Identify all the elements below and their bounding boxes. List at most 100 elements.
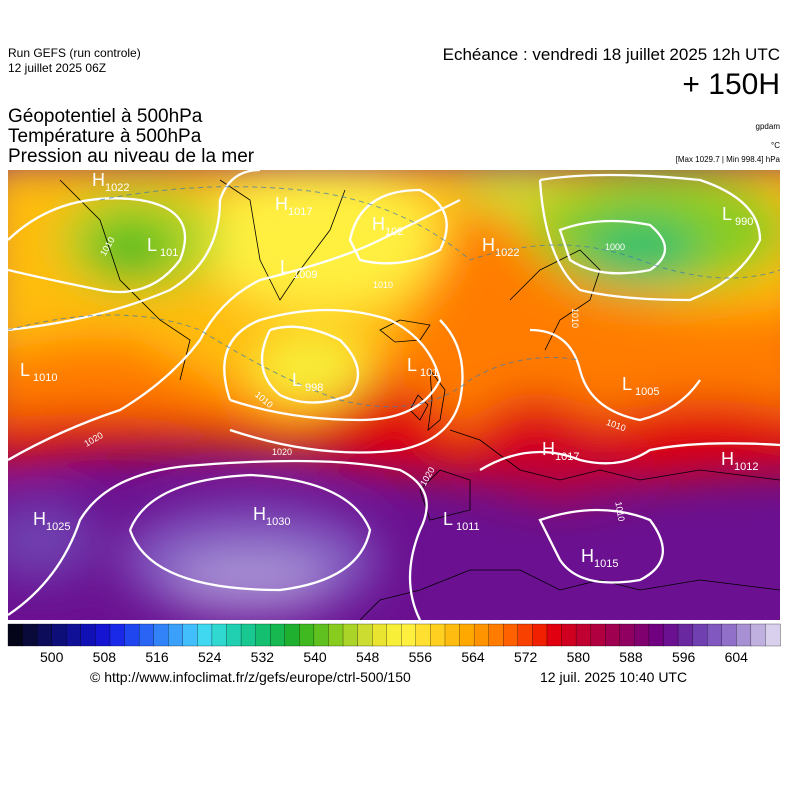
colorbar-swatch [197, 623, 213, 647]
colorbar-tick-label: 540 [303, 649, 327, 665]
pressure-center-type: L [407, 355, 417, 375]
pressure-center-type: L [443, 509, 453, 529]
coastlines [59, 179, 780, 620]
unit: [Max 1029.7 | Min 998.4] hPa [675, 155, 780, 164]
field [8, 170, 780, 620]
colorbar-swatch [634, 623, 650, 647]
pressure-center-value: 1010 [33, 372, 57, 384]
colorbar-swatch [124, 623, 140, 647]
colorbar-tick-label: 604 [725, 649, 749, 665]
pressure-center-value: 990 [735, 216, 753, 228]
colorbar-swatch [532, 623, 548, 647]
pressure-center-type: H [542, 439, 555, 459]
pressure-center-type: L [292, 370, 302, 390]
isobar-label: 1010 [373, 280, 393, 290]
colorbar-swatch [299, 623, 315, 647]
colorbar-swatch [503, 623, 519, 647]
pressure-center-type: H [92, 170, 105, 190]
pressure-center-value: 1012 [734, 461, 758, 473]
colorbar-tick-label: 516 [145, 649, 169, 665]
colorbar-swatch [342, 623, 359, 647]
colorbar-tick-label: 564 [461, 649, 485, 665]
pressure-center-type: L [147, 235, 157, 255]
colorbar-swatch [211, 623, 228, 647]
colorbar-tick-label: 500 [40, 649, 64, 665]
colorbar-tick-label: 580 [567, 649, 591, 665]
colorbar-swatch [648, 623, 665, 647]
colorbar-swatch [284, 623, 300, 647]
colorbar-swatch [605, 623, 621, 647]
colorbar-swatch [401, 623, 417, 647]
colorbar-swatch [255, 623, 271, 647]
pressure-center-value: 998 [305, 382, 323, 394]
isobar-label: 1010 [613, 501, 626, 522]
pressure-center-value: 101 [420, 367, 438, 379]
colorbar-tick-label: 572 [514, 649, 538, 665]
pressure-center-type: H [581, 546, 594, 566]
pressure-center-type: L [622, 374, 632, 394]
colorbar-swatch [663, 623, 679, 647]
colorbar-tick-label: 524 [198, 649, 222, 665]
colorbar-swatch [473, 623, 490, 647]
isobar-label: 1010 [570, 308, 580, 328]
colorbar-swatch [590, 623, 606, 647]
pressure-center-value: 1017 [288, 206, 312, 218]
colorbar-swatch [488, 623, 504, 647]
pressure-center-type: L [722, 204, 732, 224]
colorbar-swatch [372, 623, 388, 647]
colorbar-tick-label: 588 [619, 649, 643, 665]
pressure-center-value: 1022 [105, 182, 129, 194]
colorbar-swatch [313, 623, 330, 647]
colorbar-swatch [430, 623, 446, 647]
colorbar-swatch [546, 623, 563, 647]
colorbar-swatch [707, 623, 723, 647]
pressure-center-type: H [275, 194, 288, 214]
isobar-label: 1000 [605, 242, 625, 252]
generated-time: 12 juil. 2025 10:40 UTC [540, 669, 688, 685]
colorbar-swatch [328, 623, 344, 647]
colorbar-swatch [168, 623, 184, 647]
source-url: © http://www.infoclimat.fr/z/gefs/europe… [90, 669, 411, 685]
colorbar-swatch [7, 623, 24, 647]
colorbar-swatch [36, 623, 53, 647]
run-name: Run GEFS (run controle) [8, 46, 141, 60]
pressure-center-value: 1015 [594, 558, 618, 570]
colorbar-tick-label: 532 [251, 649, 275, 665]
colorbar-swatch [80, 623, 97, 647]
run-date: 12 juillet 2025 06Z [8, 61, 107, 75]
colorbar-swatch [619, 623, 635, 647]
colorbar-swatch [182, 623, 199, 647]
pressure-center-type: H [372, 214, 385, 234]
echeance: Echéance : vendredi 18 juillet 2025 12h … [442, 45, 780, 64]
isobars [8, 170, 780, 620]
unit: °C [771, 141, 780, 150]
colorbar-swatch [357, 623, 373, 647]
colorbar-swatch [444, 623, 461, 647]
colorbar-swatch [750, 623, 767, 647]
pressure-center-type: H [721, 449, 734, 469]
unit: gpdam [755, 122, 780, 131]
colorbar-swatch [22, 623, 38, 647]
colorbar-swatch [95, 623, 111, 647]
pressure-center-value: 1011 [456, 521, 480, 533]
pressure-center-value: 102 [385, 226, 403, 238]
colorbar-swatch [270, 623, 286, 647]
colorbar-swatch [153, 623, 169, 647]
colorbar-swatch [575, 623, 592, 647]
pressure-center-type: H [253, 504, 266, 524]
pressure-center-type: L [20, 360, 30, 380]
colorbar-swatch [517, 623, 534, 647]
colorbar-swatch [51, 623, 67, 647]
isobar-label: 1020 [272, 447, 292, 457]
pressure-center-value: 101 [160, 247, 178, 259]
pressure-center-value: 1005 [635, 386, 659, 398]
colorbar-swatch [692, 623, 708, 647]
pressure-center-value: 1030 [266, 516, 290, 528]
pressure-center-value: 1025 [46, 521, 70, 533]
colorbar-swatch [386, 623, 402, 647]
title: Pression au niveau de la mer [8, 146, 255, 167]
title: Température à 500hPa [8, 126, 202, 147]
colorbar-swatch [66, 623, 82, 647]
colorbar-swatch [240, 623, 257, 647]
